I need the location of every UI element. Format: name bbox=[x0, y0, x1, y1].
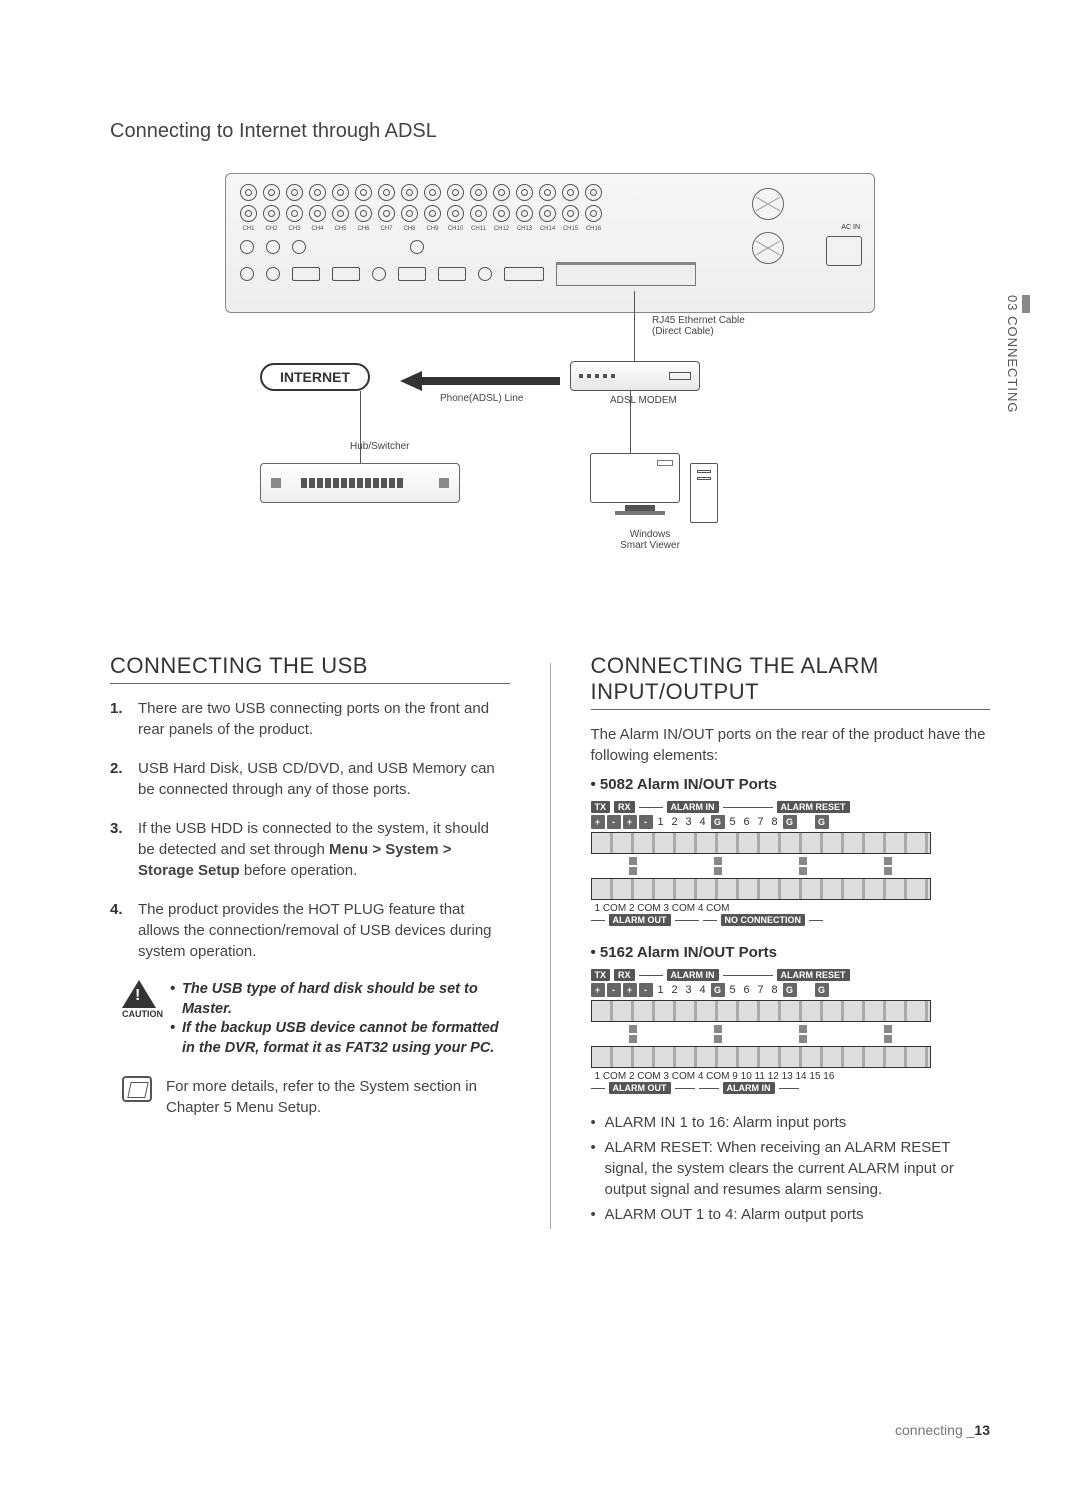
ethernet-cable-label: RJ45 Ethernet Cable(Direct Cable) bbox=[652, 315, 745, 337]
usb-heading: CONNECTING THE USB bbox=[110, 653, 510, 684]
ac-in-port bbox=[826, 236, 862, 266]
ac-in-label: AC IN bbox=[841, 224, 860, 231]
caution-block: CAUTION The USB type of hard disk should… bbox=[110, 980, 510, 1058]
fan-2 bbox=[752, 232, 784, 264]
alarm-bullet-3: ALARM OUT 1 to 4: Alarm output ports bbox=[605, 1204, 991, 1225]
page-subtitle: Connecting to Internet through ADSL bbox=[110, 120, 990, 143]
usb-steps-list: There are two USB connecting ports on th… bbox=[110, 698, 510, 962]
dvr-rear-panel: CH1CH2 CH3CH4 CH5CH6 CH7CH8 CH9CH10 CH11… bbox=[225, 173, 875, 313]
caution-icon: CAUTION bbox=[122, 980, 156, 1010]
usb-step-4: The product provides the HOT PLUG featur… bbox=[110, 899, 510, 962]
alarm-intro: The Alarm IN/OUT ports on the rear of th… bbox=[591, 724, 991, 766]
adsl-modem bbox=[570, 361, 700, 391]
column-divider bbox=[550, 663, 551, 1229]
usb-step-2: USB Hard Disk, USB CD/DVD, and USB Memor… bbox=[110, 758, 510, 800]
usb-step-1: There are two USB connecting ports on th… bbox=[110, 698, 510, 740]
hub-switcher bbox=[260, 463, 460, 503]
note-block: For more details, refer to the System se… bbox=[110, 1076, 510, 1118]
ethernet-cable-line bbox=[634, 291, 635, 361]
side-chapter-tab: 03 CONNECTING bbox=[1005, 295, 1020, 413]
alarm-bullet-2: ALARM RESET: When receiving an ALARM RES… bbox=[605, 1137, 991, 1200]
ports-5162-diagram: TX RX ALARM IN ALARM RESET +-+- 1 2 3 4 … bbox=[591, 969, 931, 1094]
note-text: For more details, refer to the System se… bbox=[166, 1076, 510, 1118]
alarm-terminal bbox=[556, 262, 696, 286]
pc-monitor bbox=[590, 453, 690, 523]
ports-5162-title: • 5162 Alarm IN/OUT Ports bbox=[591, 944, 991, 961]
pc-cable bbox=[630, 391, 631, 453]
page-footer: connecting _13 bbox=[895, 1422, 990, 1438]
usb-step-3: If the USB HDD is connected to the syste… bbox=[110, 818, 510, 881]
lower-port-row-2 bbox=[240, 262, 860, 286]
ports-5082-title: • 5082 Alarm IN/OUT Ports bbox=[591, 776, 991, 793]
note-icon bbox=[122, 1076, 152, 1102]
content-columns: CONNECTING THE USB There are two USB con… bbox=[110, 653, 990, 1229]
phone-line-label: Phone(ADSL) Line bbox=[440, 393, 523, 404]
fan-1 bbox=[752, 188, 784, 220]
left-column: CONNECTING THE USB There are two USB con… bbox=[110, 653, 510, 1229]
adsl-connection-diagram: CH1CH2 CH3CH4 CH5CH6 CH7CH8 CH9CH10 CH11… bbox=[200, 173, 900, 613]
arrow-stem bbox=[420, 377, 560, 385]
side-tab-bar bbox=[1022, 295, 1030, 313]
alarm-heading: CONNECTING THE ALARM INPUT/OUTPUT bbox=[591, 653, 991, 710]
ports-5082-diagram: TX RX ALARM IN ALARM RESET +-+- 1 2 3 4 … bbox=[591, 801, 931, 926]
caution-text: The USB type of hard disk should be set … bbox=[170, 980, 510, 1058]
alarm-bullets: ALARM IN 1 to 16: Alarm input ports ALAR… bbox=[591, 1112, 991, 1225]
arrow-head-icon bbox=[400, 371, 422, 391]
adsl-modem-label: ADSL MODEM bbox=[610, 395, 677, 406]
right-column: CONNECTING THE ALARM INPUT/OUTPUT The Al… bbox=[591, 653, 991, 1229]
alarm-bullet-1: ALARM IN 1 to 16: Alarm input ports bbox=[605, 1112, 991, 1133]
internet-label: INTERNET bbox=[260, 363, 370, 391]
hub-cable bbox=[360, 391, 361, 463]
pc-label: WindowsSmart Viewer bbox=[610, 529, 690, 551]
pc-tower bbox=[690, 463, 718, 523]
hub-label: Hub/Switcher bbox=[350, 441, 409, 452]
